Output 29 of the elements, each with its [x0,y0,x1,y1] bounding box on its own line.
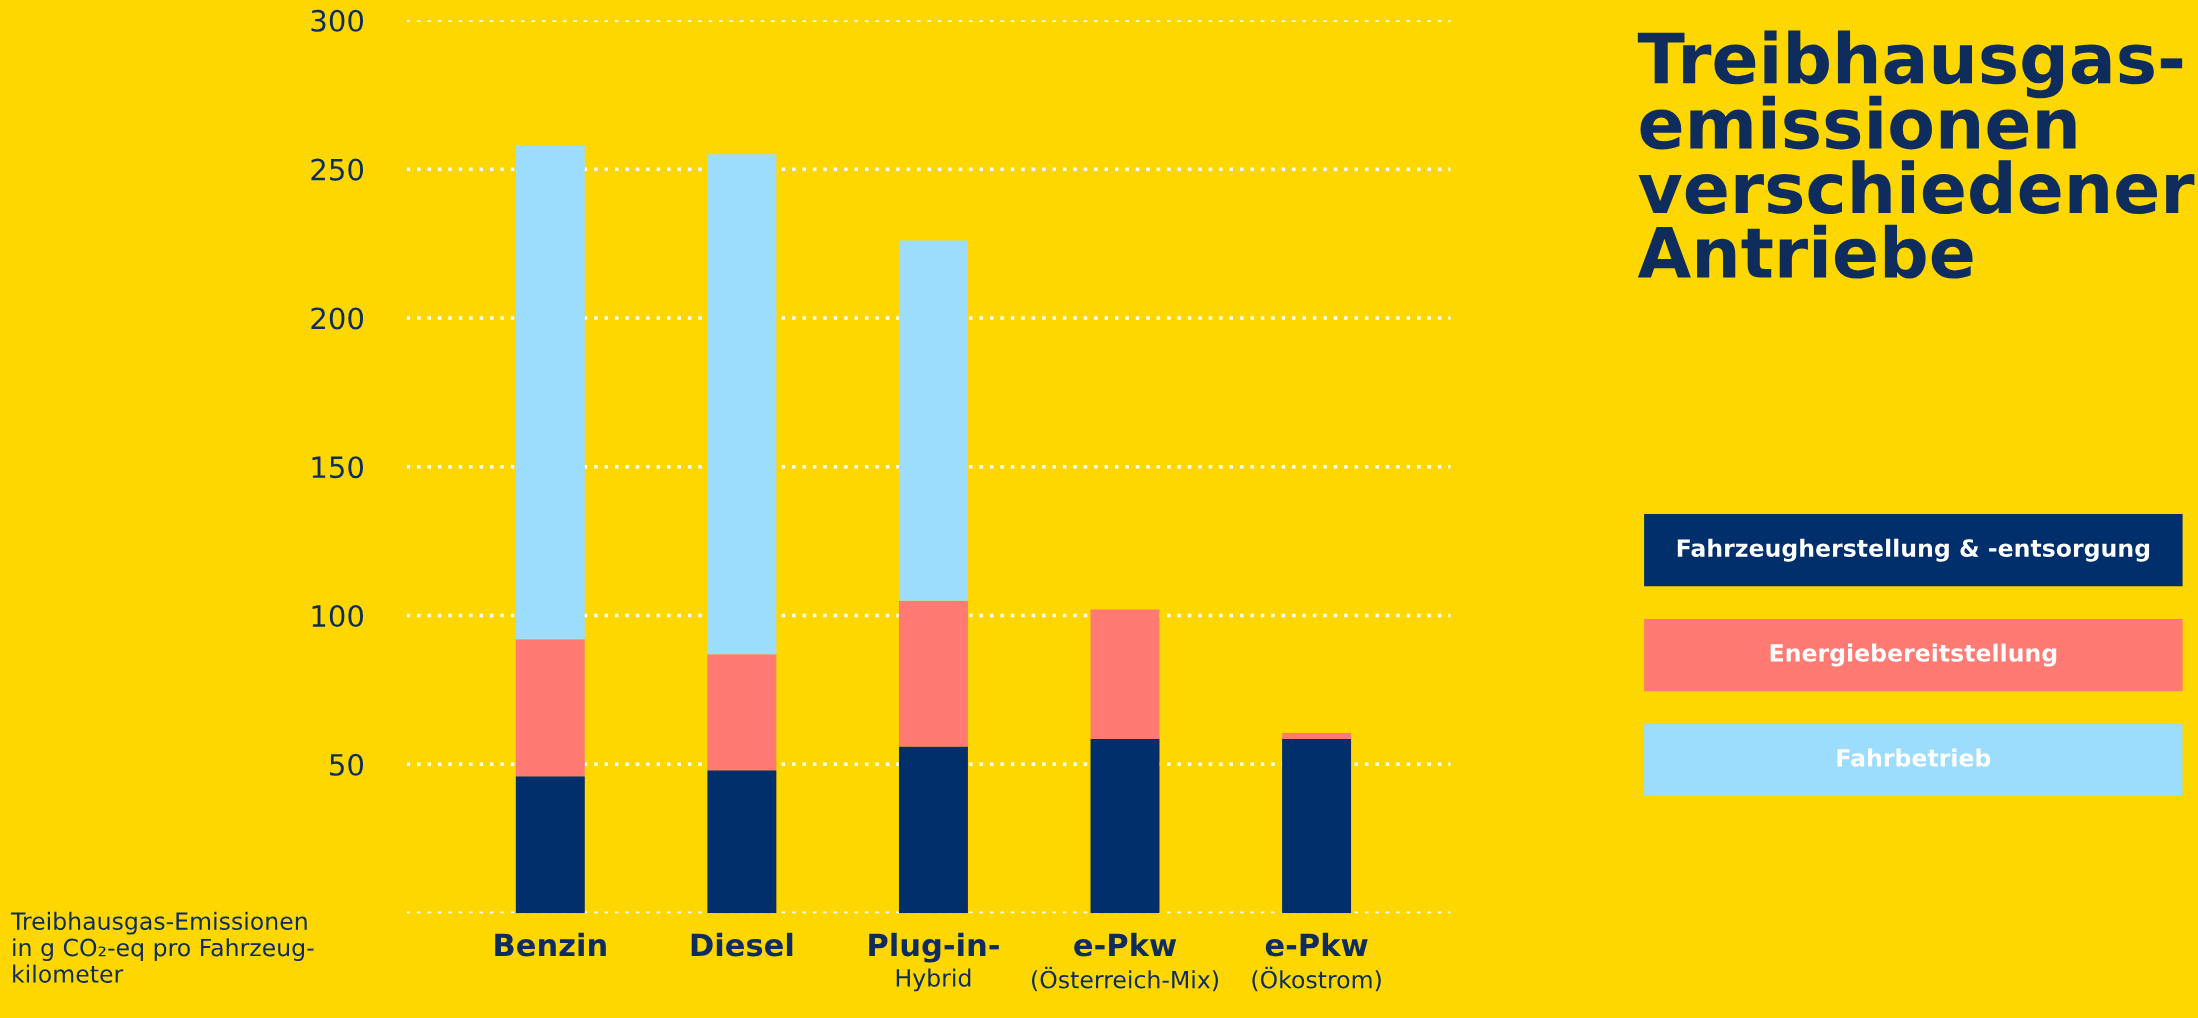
bar [898,746,968,914]
y-tick-label: 100 [312,604,364,628]
bar [1090,739,1160,914]
x-tick-label: Benzin [495,932,606,957]
bar [898,600,968,747]
y-tick-label: 250 [311,158,364,181]
y-axis-title: Treibhausgas-Emissionen in g CO₂-eq pro Fahrzeug- kilometer [10,911,314,983]
bar [515,776,585,914]
bar [1090,609,1160,740]
bar [515,145,585,640]
bar [898,240,968,601]
bar [515,639,585,777]
x-tick-label: Diesel [691,932,793,957]
x-tick-label: e-Pkw (Österreich-Mix) [1032,932,1218,992]
text: Fahrzeugherstellung & -entsorgung [1677,538,2150,562]
bar [707,770,777,914]
y-tick-label: 150 [312,456,364,479]
bar [1282,733,1352,740]
text: Treibhausgas- emissionen verschiedener Antriebe [1637,30,2195,279]
y-tick-label: 50 [330,753,364,776]
x-tick-label: Plug-in- Hybrid [869,932,999,992]
y-tick-label: 300 [311,9,364,32]
bar [707,154,777,655]
x-tick-label: e-Pkw (Ökostrom) [1252,932,1381,992]
text: Energiebereitstellung [1770,643,2057,667]
bar [1282,739,1352,914]
bar [707,654,777,771]
y-tick-label: 200 [311,307,364,330]
text: Fahrbetrieb [1837,748,1991,767]
